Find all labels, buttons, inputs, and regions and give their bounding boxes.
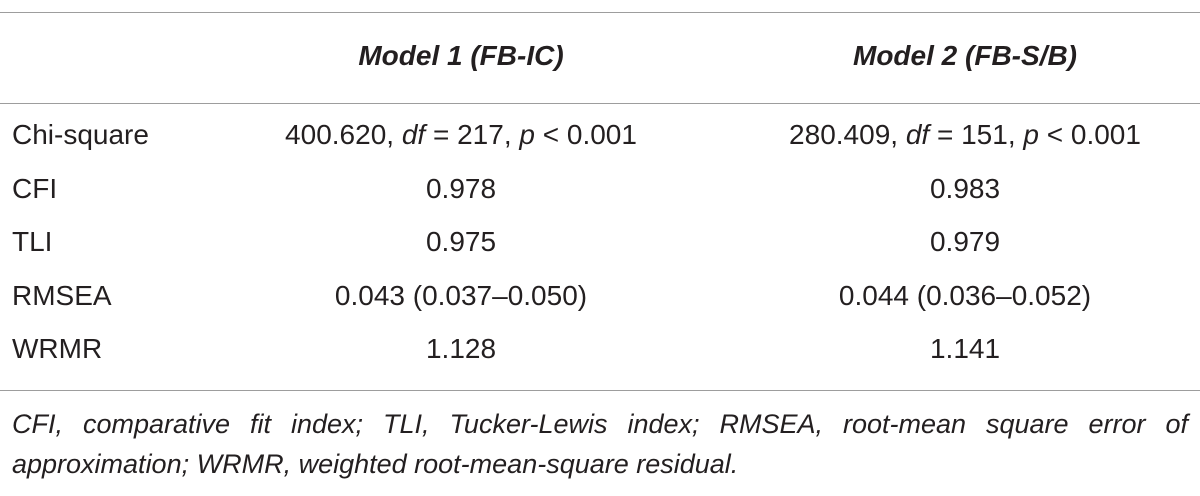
table-cell: 280.409, df = 151, p < 0.001	[789, 118, 1141, 152]
cell-text: < 0.001	[1038, 119, 1141, 150]
cell-text: = 151,	[929, 119, 1024, 150]
table-cell: 0.983	[929, 172, 1001, 204]
table-cell: 0.044 (0.036–0.052)	[838, 279, 1092, 311]
cell-text: p	[519, 119, 535, 150]
row-label: RMSEA	[12, 279, 112, 311]
cell-text: df	[401, 119, 426, 150]
row-label: WRMR	[12, 333, 103, 364]
table-cell: 1.141	[929, 333, 1001, 364]
footnote: CFI, comparative fit index; TLI, Tucker-…	[12, 409, 1188, 479]
table-cell: 0.978	[425, 172, 497, 204]
table-cell: 0.975	[425, 226, 497, 257]
row-label: TLI	[12, 226, 53, 257]
cell-text: df	[905, 119, 930, 150]
cell-text: < 0.001	[534, 119, 637, 150]
top-rule	[0, 12, 1200, 13]
cell-text: 400.620,	[285, 119, 402, 150]
column-header: Model 1 (FB-IC)	[358, 40, 564, 71]
bottom-rule	[0, 390, 1200, 391]
table-cell: 1.128	[425, 333, 497, 364]
row-label: Chi-square	[12, 119, 149, 150]
table-cell: 0.979	[929, 226, 1001, 257]
row-label: CFI	[12, 172, 58, 204]
cell-text: p	[1023, 119, 1039, 150]
cell-text: 280.409,	[789, 119, 906, 150]
header-rule	[0, 103, 1200, 104]
column-header: Model 2 (FB-S/B)	[853, 40, 1077, 71]
table-cell: 0.043 (0.037–0.050)	[334, 279, 588, 311]
cell-text: = 217,	[425, 119, 520, 150]
table-cell: 400.620, df = 217, p < 0.001	[285, 118, 637, 152]
